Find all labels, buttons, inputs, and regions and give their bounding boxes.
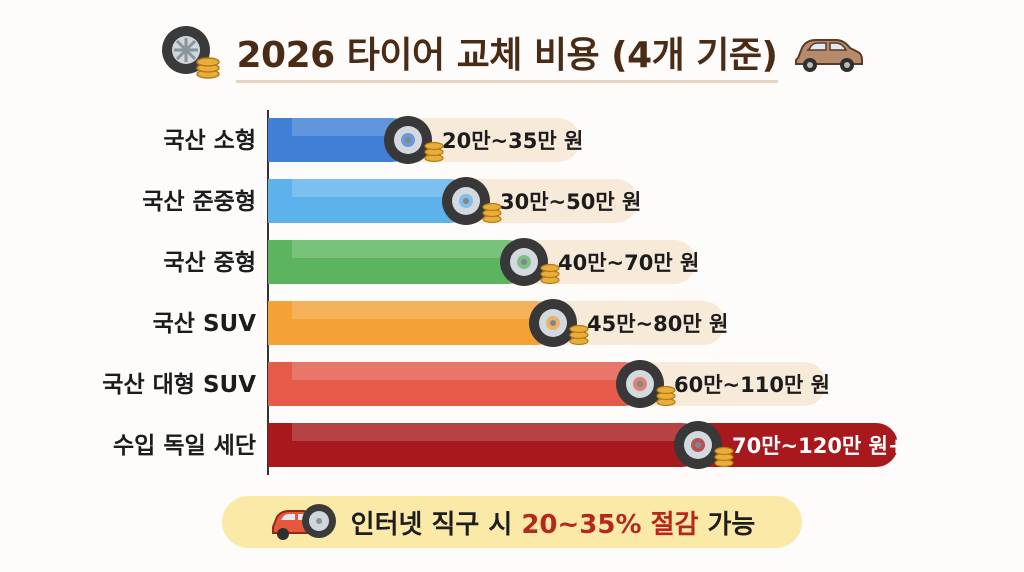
bar-row: 국산 소형 20만~35만 원	[163, 116, 583, 164]
value-label: 40만~70만 원	[558, 251, 699, 275]
bar-highlight	[268, 423, 704, 441]
bar-highlight	[268, 362, 646, 380]
bar-row: 국산 대형 SUV 60만~110만 원	[102, 360, 830, 408]
footer-banner: 인터넷 직구 시 20~35% 절감 가능	[222, 496, 802, 548]
title-row: 2026 타이어 교체 비용 (4개 기준)	[0, 24, 1024, 84]
footer-prefix: 인터넷 직구 시	[350, 509, 522, 540]
tire-with-coins-icon	[442, 177, 502, 225]
bar-edge	[268, 423, 292, 467]
footer-text: 인터넷 직구 시 20~35% 절감 가능	[351, 504, 756, 541]
bar-highlight	[268, 240, 530, 258]
value-label: 20만~35만 원	[442, 129, 583, 153]
bar-row: 국산 준중형 30만~50만 원	[142, 177, 641, 225]
category-label: 국산 대형 SUV	[102, 372, 256, 398]
bar-highlight	[268, 301, 559, 319]
bar	[268, 240, 530, 284]
car-icon	[792, 30, 864, 78]
bar-edge	[268, 179, 292, 223]
bar	[268, 362, 646, 406]
category-label: 수입 독일 세단	[113, 433, 256, 459]
footer-highlight: 20~35% 절감	[521, 509, 699, 540]
value-label: 30만~50만 원	[500, 190, 641, 214]
bar-edge	[268, 301, 292, 345]
value-label: 60만~110만 원	[674, 373, 830, 397]
bar-highlight	[268, 179, 472, 197]
tire-with-coins-icon	[616, 360, 676, 408]
car-with-tire-icon	[269, 497, 337, 547]
category-label: 국산 소형	[163, 128, 256, 154]
tire-with-coins-icon	[674, 421, 734, 469]
value-label: 45만~80만 원	[587, 312, 728, 336]
tire-with-coins-icon	[500, 238, 560, 286]
bar-edge	[268, 240, 292, 284]
bar-edge	[268, 362, 292, 406]
bar-row: 수입 독일 세단 70만~120만 원+	[113, 421, 906, 469]
bar	[268, 423, 704, 467]
category-label: 국산 중형	[163, 250, 256, 276]
page-title: 2026 타이어 교체 비용 (4개 기준)	[236, 26, 778, 83]
tire-with-coins-icon	[529, 299, 589, 347]
bar	[268, 179, 472, 223]
tire-with-coins-icon	[384, 116, 444, 164]
bar-highlight	[268, 118, 414, 136]
bar-edge	[268, 118, 292, 162]
cost-bar-chart: 국산 소형 20만~35만 원국산 준중형 30만~50만 원국산 중형 40만~70…	[102, 110, 906, 475]
value-label: 70만~120만 원+	[732, 434, 906, 458]
footer-suffix: 가능	[698, 509, 756, 540]
category-label: 국산 준중형	[142, 189, 256, 215]
tire-with-coins-icon	[160, 24, 222, 84]
bar	[268, 301, 559, 345]
bar	[268, 118, 414, 162]
category-label: 국산 SUV	[153, 311, 257, 337]
bar-row: 국산 SUV 45만~80만 원	[153, 299, 728, 347]
bar-row: 국산 중형 40만~70만 원	[163, 238, 699, 286]
